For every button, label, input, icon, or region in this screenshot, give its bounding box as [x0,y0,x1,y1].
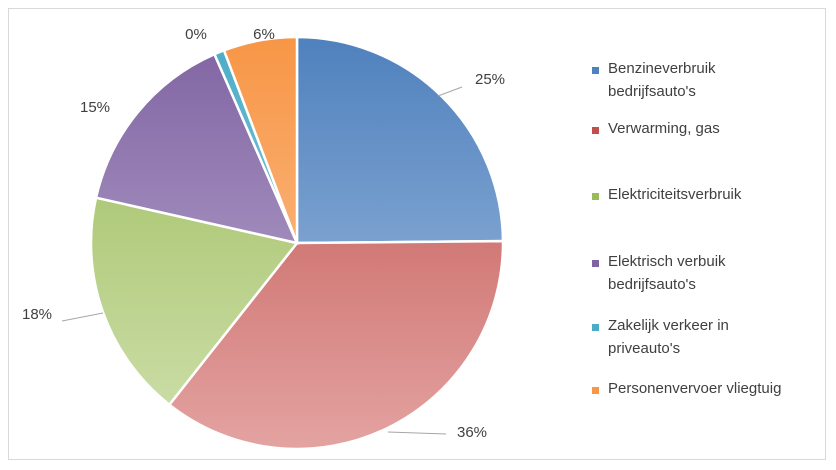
legend-swatch-4 [592,260,599,267]
legend-label-5-line-1: Zakelijk verkeer in [608,317,729,334]
legend-label-4-line-1: Elektrisch verbuik [608,253,726,270]
legend-label-1-line-1: Benzineverbruik [608,60,716,77]
legend: Benzineverbruik bedrijfsauto's Verwarming,… [592,60,781,397]
legend-label-5-line-2: priveauto's [608,340,680,357]
data-label-6: 6% [253,26,275,43]
legend-item-5: Zakelijk verkeer in priveauto's [592,317,729,357]
pie-slice-3 [89,196,300,407]
leader-line-3 [61,312,104,322]
legend-swatch-1 [592,67,599,74]
legend-swatch-3 [592,193,599,200]
data-label-1: 25% [475,71,505,88]
data-label-5: 0% [185,26,207,43]
data-label-3: 18% [22,306,52,323]
pie-slices [89,35,505,451]
legend-label-4-line-2: bedrijfsauto's [608,276,696,293]
legend-label-2: Verwarming, gas [608,120,720,137]
legend-item-2: Verwarming, gas [592,120,720,137]
legend-label-3: Elektriciteitsverbruik [608,186,742,203]
leader-line-2 [387,431,447,435]
pie-slice-1 [295,35,505,245]
pie-slice-6 [222,35,299,244]
data-labels: 25% 36% 18% 15% 0% 6% [22,26,505,441]
legend-item-1: Benzineverbruik bedrijfsauto's [592,60,716,100]
legend-item-6: Personenvervoer vliegtuig [592,380,781,397]
legend-label-1-line-2: bedrijfsauto's [608,83,696,100]
pie-slice-4 [94,52,300,245]
legend-item-3: Elektriciteitsverbruik [592,186,742,203]
legend-swatch-6 [592,387,599,394]
legend-swatch-5 [592,324,599,331]
data-label-2: 36% [457,424,487,441]
leader-line-1 [437,86,463,97]
pie-slice-2 [167,239,505,451]
data-label-4: 15% [80,99,110,116]
leader-lines [61,86,463,435]
legend-label-6: Personenvervoer vliegtuig [608,380,781,397]
legend-swatch-2 [592,127,599,134]
legend-item-4: Elektrisch verbuik bedrijfsauto's [592,253,726,293]
